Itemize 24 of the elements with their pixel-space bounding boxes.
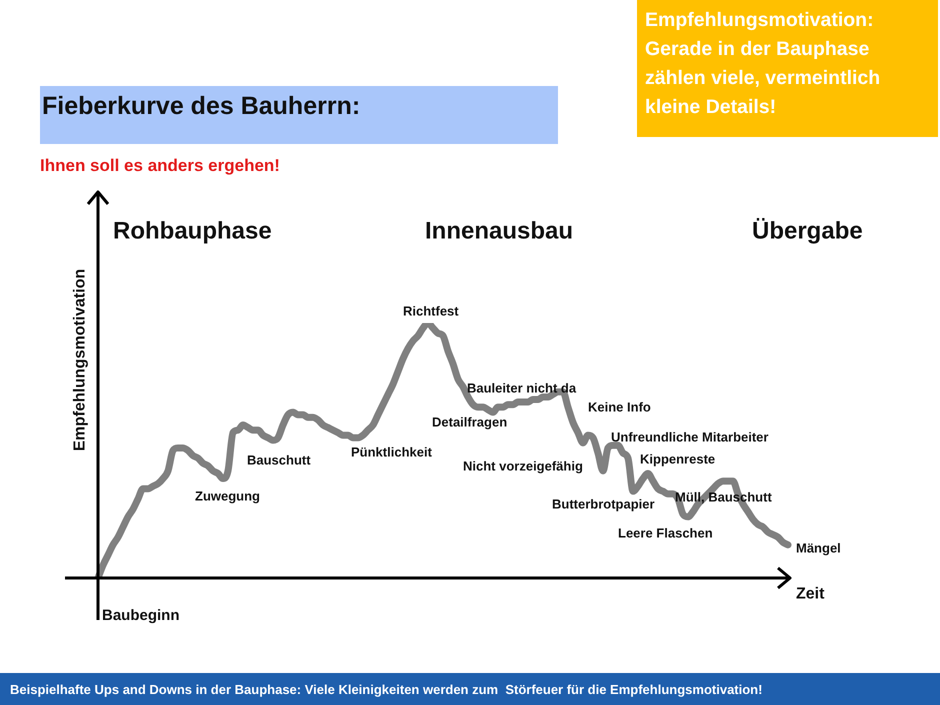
annotation: Keine Info [588, 400, 651, 415]
text: Mängel [796, 540, 841, 556]
annotation: Bauleiter nicht da [467, 380, 577, 396]
chart-title: Fieberkurve des Bauherrn: [40, 86, 558, 144]
annotation: Butterbrotpapier [552, 496, 655, 512]
annotation: Kippenreste [640, 452, 716, 467]
text: Beispielhafte Ups and Downs in der Bauphase: Viele Kleinigkeiten werden zum Störfeuer für die Empfehlungsmotivation! [0, 673, 940, 705]
text: Übergabe [752, 218, 863, 245]
annotation: Nicht vorzeigefähig [463, 458, 583, 474]
y-axis-title: Empfehlungsmotivation [71, 268, 88, 452]
text: Rohbauphase [113, 218, 272, 245]
text: Richtfest [403, 304, 460, 319]
annotation: Leere Flaschen [618, 526, 713, 541]
annotation: Pünktlichkeit [351, 444, 433, 460]
annotation: Zuwegung [195, 488, 260, 504]
annotation: Müll, Bauschutt [675, 490, 772, 505]
x-axis-title: Zeit [796, 585, 826, 602]
text: Empfehlungsmotivation: Gerade in der Bauphase zählen viele, vermeintlich kleine Details! [637, 0, 938, 137]
annotation: Bauschutt [247, 452, 312, 468]
chart-subtitle: Ihnen soll es anders ergehen! [40, 156, 280, 176]
text: Innenausbau [425, 218, 574, 245]
annotation: Unfreundliche Mitarbeiter [611, 430, 768, 445]
annotation: Detailfragen [432, 414, 508, 430]
text: Baubeginn [102, 607, 180, 624]
